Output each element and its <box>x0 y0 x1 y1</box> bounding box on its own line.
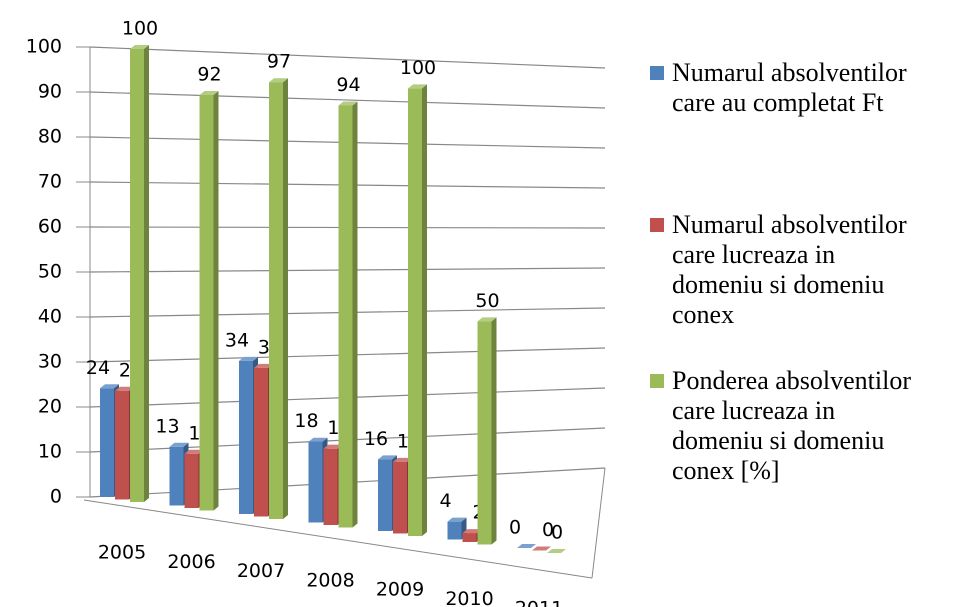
bar-top <box>184 449 204 454</box>
bar <box>378 459 392 531</box>
bar-top <box>100 384 119 389</box>
bar-top <box>408 84 427 89</box>
bar <box>462 533 477 542</box>
floor-edge <box>83 499 593 579</box>
bar-top <box>169 442 189 447</box>
data-label: 13 <box>155 415 179 437</box>
bar-side <box>422 84 427 536</box>
bar-top <box>323 444 343 449</box>
bar-side <box>213 90 219 511</box>
bar <box>169 446 184 506</box>
y-tick-label: 0 <box>50 486 62 508</box>
bar <box>100 388 114 497</box>
bar <box>239 360 253 514</box>
y-tick-label: 30 <box>38 351 62 373</box>
y-tick-label: 40 <box>38 306 62 328</box>
bar <box>447 521 462 540</box>
legend-label: Numarul absolventilor care lucreaza in d… <box>672 210 907 329</box>
y-tick-label: 80 <box>38 126 62 148</box>
bar-top <box>547 549 566 553</box>
bar <box>408 88 422 536</box>
bar-side <box>283 78 288 519</box>
y-tick-label: 10 <box>38 441 62 463</box>
legend-swatch <box>650 66 664 80</box>
bar-top <box>115 386 134 391</box>
bar <box>254 367 268 517</box>
bar <box>308 441 323 523</box>
bar-top <box>393 457 412 462</box>
data-label: 94 <box>336 74 360 96</box>
bar-top <box>338 101 358 106</box>
y-tick-label: 60 <box>38 216 62 238</box>
bar <box>199 94 214 511</box>
legend-swatch <box>650 374 664 388</box>
bar-side <box>352 101 358 528</box>
data-label: 24 <box>86 357 110 379</box>
y-tick-label: 100 <box>26 36 62 58</box>
bar-top <box>447 517 467 522</box>
bar-top <box>378 455 397 460</box>
bar <box>269 82 283 519</box>
grid-line <box>89 91 606 109</box>
data-label: 0 <box>551 522 563 544</box>
bar <box>323 448 338 525</box>
bar-side <box>491 317 497 545</box>
bar-top <box>477 317 497 322</box>
bar-top <box>269 78 288 83</box>
bar <box>338 105 353 528</box>
bar-top <box>462 529 482 534</box>
bar-top <box>308 437 328 442</box>
bar-top <box>199 90 219 95</box>
bar <box>393 461 407 534</box>
bar-top <box>254 363 273 368</box>
data-label: 4 <box>439 490 451 512</box>
data-label: 34 <box>225 329 249 351</box>
y-tick-label: 70 <box>38 171 62 193</box>
data-label: 100 <box>400 57 436 79</box>
bar <box>115 390 129 500</box>
y-tick-label: 50 <box>38 261 62 283</box>
legend-label: Numarul absolventilor care au completat … <box>672 58 907 117</box>
data-label: 18 <box>294 410 318 432</box>
data-label: 0 <box>542 519 554 541</box>
bar <box>184 453 199 508</box>
legend-label: Ponderea absolventilor care lucreaza in … <box>672 366 911 485</box>
bar <box>477 321 492 545</box>
x-tick-label: 2011 <box>515 597 563 607</box>
data-label: 97 <box>267 51 291 73</box>
bar <box>130 49 144 502</box>
floor-edge <box>591 467 606 579</box>
bar-side <box>144 45 149 502</box>
x-tick-label: 2010 <box>445 588 493 607</box>
bar-top <box>517 544 536 548</box>
bar-top <box>532 546 551 551</box>
bar-top <box>130 45 149 49</box>
x-tick-label: 2005 <box>98 542 146 564</box>
x-tick-label: 2009 <box>376 579 424 601</box>
data-label: 100 <box>122 18 158 40</box>
grid-line <box>89 46 606 69</box>
y-tick-label: 20 <box>38 396 62 418</box>
x-tick-label: 2008 <box>306 569 354 591</box>
x-tick-label: 2007 <box>237 560 285 582</box>
x-tick-label: 2006 <box>167 551 215 573</box>
data-label: 50 <box>475 290 499 312</box>
data-label: 16 <box>364 428 388 450</box>
bar-top <box>239 356 258 361</box>
data-label: 0 <box>509 517 521 539</box>
y-tick-label: 90 <box>38 81 62 103</box>
data-label: 92 <box>197 63 221 85</box>
legend-swatch <box>650 218 664 232</box>
